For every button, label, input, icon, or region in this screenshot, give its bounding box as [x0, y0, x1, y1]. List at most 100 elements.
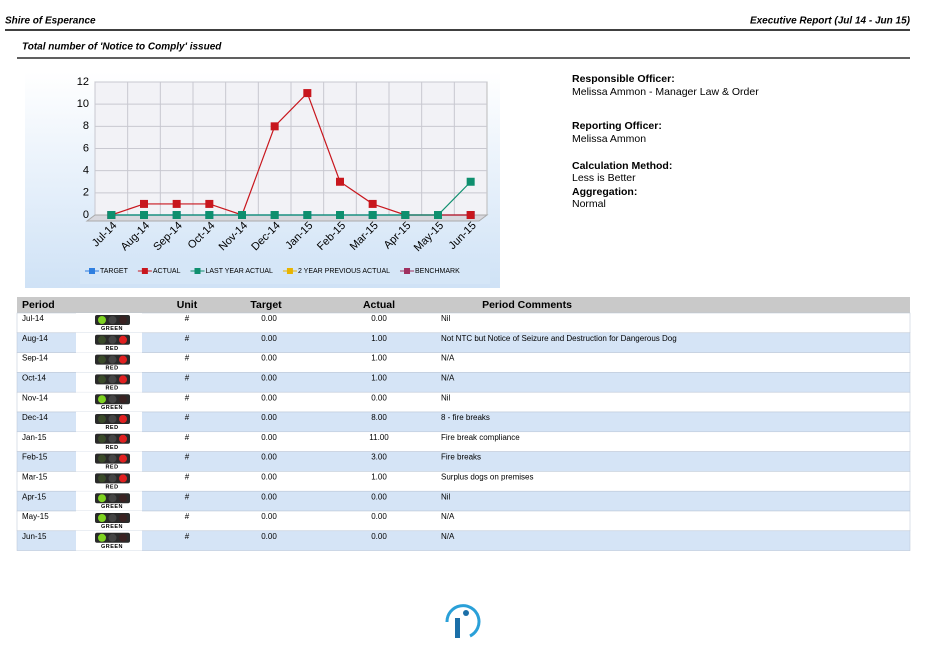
- status-lamp: [108, 395, 117, 404]
- status-lamp: [108, 415, 117, 423]
- table-header: [17, 297, 910, 313]
- status-lamp: [98, 474, 106, 483]
- legend-label: ACTUAL: [153, 268, 181, 275]
- series-marker: [205, 199, 214, 208]
- info-label: Calculation Method:: [572, 160, 672, 172]
- table-cell: #: [185, 473, 190, 482]
- legend-swatch: [89, 268, 95, 274]
- table-cell: 0.00: [261, 433, 277, 442]
- table-cell: 0.00: [261, 334, 277, 343]
- y-tick-label: 2: [83, 187, 89, 199]
- legend-swatch: [286, 268, 293, 274]
- table-cell: Nov-14: [22, 393, 48, 402]
- table-cell: Nil: [441, 314, 451, 323]
- series-marker: [107, 211, 116, 219]
- table-row: [16, 530, 911, 551]
- series-marker: [336, 177, 344, 186]
- status-lamp: [119, 395, 127, 404]
- status-lamp: [119, 335, 127, 344]
- info-label: Reporting Officer:: [572, 120, 662, 132]
- status-lamp: [98, 375, 106, 384]
- table-cell: 0.00: [261, 393, 277, 402]
- column-header: Actual: [363, 299, 395, 311]
- table-cell: 1.00: [371, 334, 387, 343]
- y-tick-label: 10: [77, 98, 89, 110]
- table-cell: Apr-15: [22, 492, 47, 501]
- status-label: RED: [105, 425, 118, 431]
- table-cell: 0.00: [261, 354, 277, 363]
- table-row: [16, 372, 911, 393]
- status-label: GREEN: [101, 524, 123, 530]
- table-cell: 8.00: [371, 413, 387, 422]
- table-cell: 1.00: [371, 473, 387, 482]
- table-cell: #: [185, 492, 190, 501]
- status-lamp: [108, 355, 117, 364]
- series-marker: [140, 199, 148, 208]
- table-cell: 1.00: [371, 374, 387, 383]
- table-cell: 0.00: [261, 413, 277, 422]
- status-label: GREEN: [101, 544, 123, 550]
- series-marker: [270, 122, 279, 131]
- series-marker: [172, 211, 181, 219]
- status-lamp: [108, 375, 117, 384]
- table-cell: Aug-14: [22, 334, 48, 343]
- status-label: RED: [105, 445, 118, 451]
- status-lamp: [98, 395, 106, 404]
- status-lamp: [119, 454, 127, 463]
- table-cell: Not NTC but Notice of Seizure and Destru…: [441, 334, 677, 343]
- status-lamp: [119, 415, 127, 423]
- series-marker: [336, 211, 344, 219]
- table-cell: 3.00: [371, 453, 387, 462]
- status-lamp: [119, 434, 127, 443]
- table-cell: Jun-15: [22, 532, 47, 541]
- table-cell: N/A: [441, 512, 455, 521]
- table-cell: Feb-15: [22, 453, 48, 462]
- table-cell: #: [185, 433, 190, 442]
- table-cell: May-15: [22, 512, 49, 521]
- status-lamp: [98, 434, 106, 443]
- series-marker: [303, 89, 312, 98]
- table-cell: Sep-14: [22, 354, 48, 363]
- status-label: GREEN: [101, 504, 123, 510]
- table-cell: #: [185, 334, 190, 343]
- series-marker: [205, 211, 214, 219]
- status-lamp: [119, 474, 127, 483]
- table-row: [16, 352, 911, 373]
- table-cell: Jan-15: [22, 433, 47, 442]
- table-cell: 0.00: [261, 532, 277, 541]
- status-lamp: [98, 316, 106, 324]
- status-lamp: [108, 474, 117, 483]
- table-cell: Fire breaks: [441, 453, 481, 462]
- table-cell: #: [185, 314, 190, 323]
- table-cell: 0.00: [261, 374, 277, 383]
- status-lamp: [108, 335, 117, 344]
- footer-logo: [445, 604, 481, 638]
- table-row: [16, 391, 911, 413]
- table-cell: N/A: [441, 354, 455, 363]
- status-label: RED: [105, 385, 118, 391]
- status-lamp: [119, 316, 127, 324]
- status-lamp: [98, 494, 106, 503]
- status-label: RED: [105, 465, 118, 471]
- table-cell: #: [185, 453, 190, 462]
- status-label: RED: [105, 366, 118, 372]
- status-lamp: [98, 335, 106, 344]
- status-lamp: [108, 434, 117, 443]
- table-cell: 0.00: [261, 512, 277, 521]
- table-cell: Nil: [441, 393, 451, 402]
- table-cell: Dec-14: [22, 413, 48, 422]
- series-marker: [434, 211, 442, 219]
- legend-swatch: [404, 268, 411, 274]
- status-lamp: [98, 454, 106, 463]
- status-lamp: [108, 454, 117, 463]
- series-marker: [466, 177, 475, 186]
- series-marker: [368, 211, 377, 219]
- y-tick-label: 6: [83, 142, 89, 154]
- table-row: [16, 490, 911, 512]
- status-label: RED: [105, 484, 118, 490]
- y-tick-label: 8: [83, 120, 89, 132]
- table-cell: 0.00: [261, 314, 277, 323]
- table-cell: 0.00: [371, 393, 387, 402]
- table-cell: 1.00: [371, 354, 387, 363]
